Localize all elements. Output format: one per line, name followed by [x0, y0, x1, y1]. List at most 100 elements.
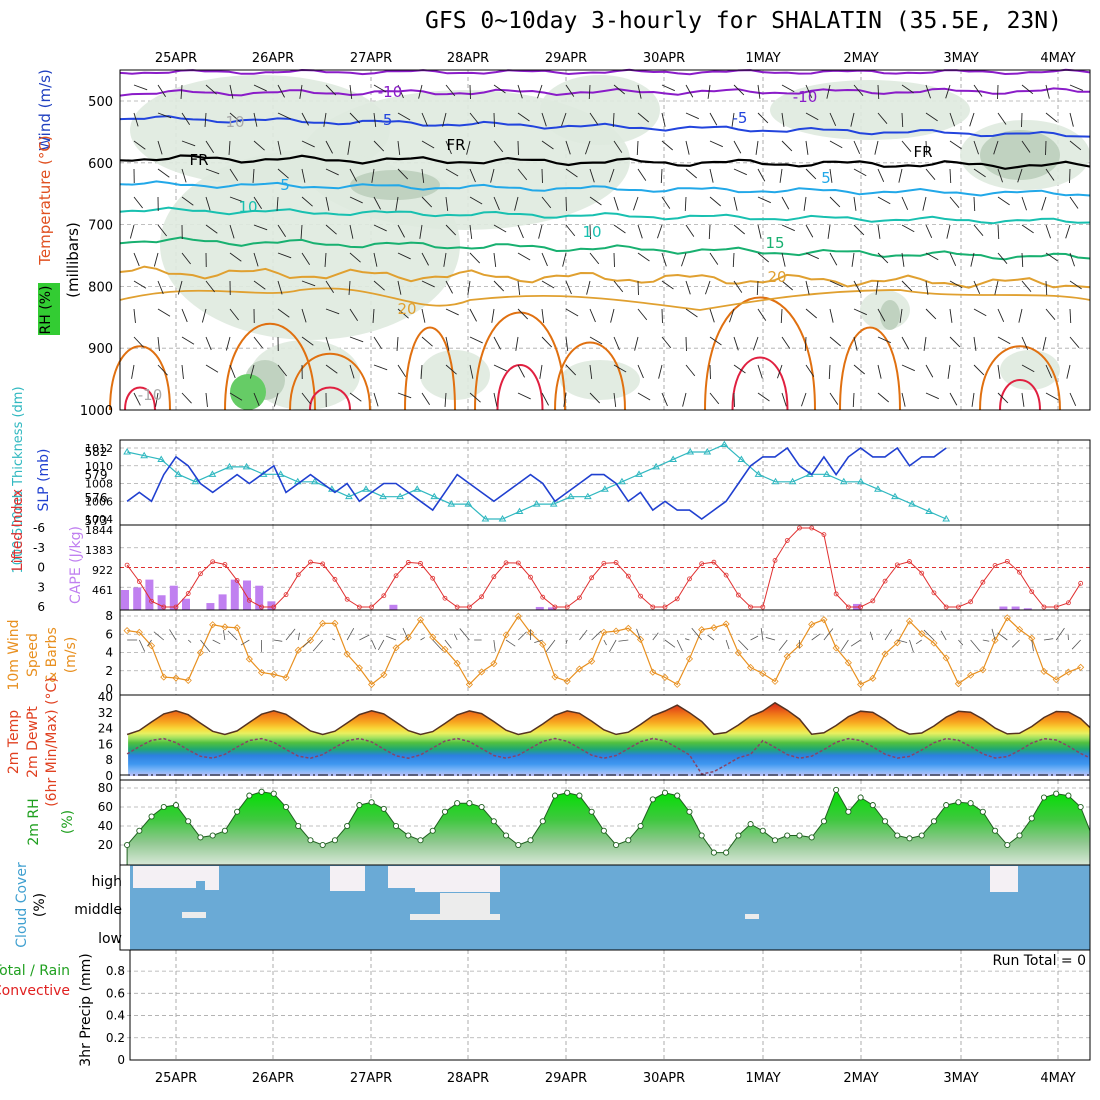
wind-speed-point — [172, 674, 180, 682]
contour-label: -5 — [733, 109, 748, 127]
wind-barb — [733, 336, 739, 351]
wind-barb — [733, 168, 747, 176]
date-label-bottom: 26APR — [252, 1071, 294, 1086]
wind-barb — [181, 252, 191, 265]
y-tick-label: 579 — [85, 468, 108, 482]
contour-label: FR — [446, 136, 465, 154]
y-tick-label: 0 — [105, 682, 113, 696]
lifted-index-point — [650, 604, 656, 610]
lifted-index-point — [503, 560, 509, 566]
wind-barb — [565, 364, 577, 376]
wind-barb — [994, 280, 999, 295]
wind-speed-point — [490, 660, 498, 668]
contour-25 — [474, 311, 566, 411]
rh-point — [1053, 790, 1060, 797]
rh-point — [344, 822, 351, 830]
lifted-index-point — [577, 595, 582, 601]
wind-barb — [301, 252, 311, 265]
wind-barb-10m — [760, 627, 764, 641]
rh-point — [234, 808, 241, 815]
wind-barb — [801, 392, 807, 407]
wind-barb — [372, 308, 375, 323]
wind-barb — [517, 112, 530, 122]
wind-barb — [153, 252, 159, 267]
wind-barb — [877, 112, 888, 125]
cloud-mid — [410, 914, 500, 920]
wind-barb — [253, 112, 258, 127]
y-axis-label-precip: 3hr Precip (mm) — [78, 953, 94, 1066]
wind-speed-point — [612, 627, 620, 635]
wind-barb — [1045, 168, 1055, 181]
lifted-index-point — [332, 576, 338, 582]
wind-barb-10m — [240, 639, 250, 646]
wind-barb — [397, 224, 405, 238]
wind-speed-point — [514, 612, 522, 620]
wind-barb — [973, 140, 979, 155]
y-tick-label: 80 — [98, 781, 113, 795]
wind-barb — [661, 392, 668, 407]
y-tick-label: 0.2 — [106, 1031, 125, 1045]
lifted-index-point — [699, 561, 705, 567]
precip-panel-frame — [129, 949, 1091, 1061]
wind-barb — [131, 364, 135, 379]
contour-m15 — [119, 68, 1091, 76]
thickness-point — [686, 448, 695, 455]
wind-barb — [586, 280, 591, 295]
y-tick-label: 0.4 — [106, 1009, 125, 1023]
wind-barb — [493, 336, 501, 350]
rh-point — [270, 790, 277, 797]
wind-barb — [396, 336, 399, 351]
wind-barb — [973, 364, 985, 376]
rh-point — [820, 818, 827, 825]
wind-barb — [349, 336, 364, 343]
wind-speed-point — [135, 628, 143, 636]
wind-barb — [229, 112, 241, 123]
wind-barb — [805, 112, 819, 121]
wind-barb — [204, 112, 207, 127]
wind-barb — [805, 224, 814, 238]
wind-barb — [853, 308, 867, 316]
wind-barb — [493, 392, 498, 407]
wind-barb-10m — [227, 630, 238, 641]
wind-barb — [325, 140, 333, 154]
cape-bar — [243, 580, 251, 610]
thickness-point — [652, 462, 660, 470]
wind-barb — [397, 308, 409, 319]
wind-barb — [349, 252, 361, 263]
lifted-index-point — [858, 604, 863, 610]
y-axis-label-rh2m: 2m RH — [26, 798, 42, 845]
temp-mask-left — [120, 695, 129, 780]
y-tick-label-right: 461 — [92, 584, 113, 597]
wind-barb — [949, 112, 955, 127]
wind-barb — [181, 392, 192, 404]
wind-barb — [181, 364, 184, 379]
wind-barb — [277, 364, 287, 377]
y-axis-label-cloud: (%) — [32, 893, 48, 917]
wind-barb-10m — [811, 633, 821, 641]
wind-barb — [133, 392, 141, 406]
wind-barb — [997, 308, 1005, 322]
wind-barb — [517, 392, 531, 400]
wind-barb — [925, 308, 937, 320]
wind-barb — [1045, 364, 1053, 378]
wind-barb — [1021, 140, 1031, 153]
wind-barb-10m — [153, 631, 165, 641]
cape-bar — [548, 607, 556, 610]
rh-point — [503, 832, 510, 839]
rh-point — [124, 841, 131, 849]
cape-bar — [121, 590, 129, 610]
rh-point — [160, 803, 167, 811]
wind-barb-10m — [332, 638, 336, 641]
lifted-index-point — [723, 572, 729, 578]
wind-barb — [901, 140, 912, 153]
wind-barb — [299, 84, 303, 99]
wind-barb — [205, 84, 217, 95]
wind-barb — [229, 308, 239, 321]
rh-shade — [560, 360, 640, 400]
lifted-index-point — [1078, 580, 1084, 586]
rh-point — [515, 841, 522, 849]
wind-barb — [1042, 336, 1047, 351]
cloud-background — [130, 865, 1090, 950]
wind-barb — [585, 140, 591, 155]
slp-line — [126, 446, 947, 520]
